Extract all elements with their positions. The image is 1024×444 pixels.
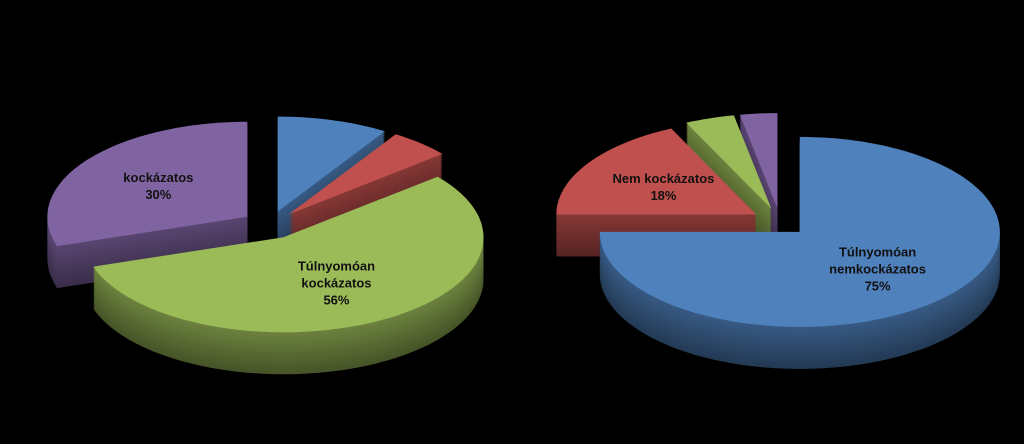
slice-category: kockázatos [123,170,194,186]
slice-label: Túlnyomóan kockázatos 56% [276,258,396,309]
slice-top [556,128,757,215]
slice-top [277,116,385,212]
slice [599,136,1000,369]
slice-top [739,113,778,209]
slice-category: Túlnyomóan kockázatos [297,258,376,291]
slice-label: Nem kockázatos 18% [603,170,723,204]
slice-top [288,134,443,215]
slice-top [47,121,248,247]
slice-top [93,176,484,333]
slice-value: 56% [323,292,350,308]
slice-value: 75% [864,278,891,294]
slice-category: Nem kockázatos [612,170,715,186]
slice-label: Túlnyomóan nemkockázatos 75% [818,243,938,294]
slice [93,176,484,375]
slice-top [686,115,772,209]
slice-category: Túlnyomóan nemkockázatos [829,244,926,277]
slice-top [599,136,1000,327]
slice-value: 18% [650,187,677,203]
slice [47,121,248,289]
slice-value: 30% [145,187,172,203]
slice-label: kockázatos 30% [98,169,218,203]
